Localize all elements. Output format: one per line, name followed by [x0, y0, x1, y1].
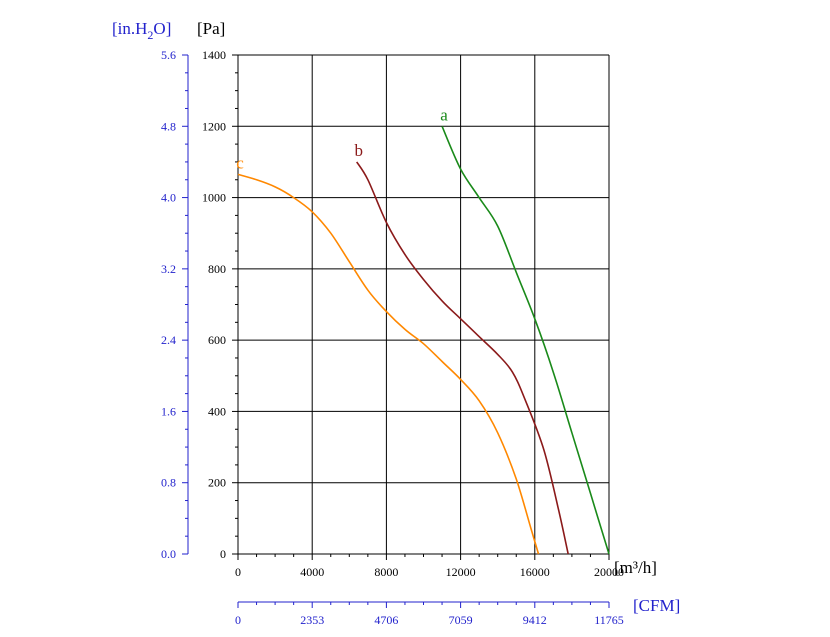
x-m3h-tick-label: 4000	[300, 565, 324, 579]
y-secondary-unit-label: [in.H2O]	[112, 19, 171, 42]
series-c-label: c	[236, 153, 244, 172]
y-inh2o-tick-label: 4.8	[161, 119, 176, 133]
x-m3h-tick-label: 8000	[374, 565, 398, 579]
series-layer: a b c	[236, 105, 610, 555]
y-inh2o-tick-label: 5.6	[161, 48, 176, 62]
x-m3h-tick-label: 20000	[594, 565, 624, 579]
series-a-line	[441, 125, 610, 555]
series-c-line	[237, 173, 540, 555]
x-cfm-tick-label: 11765	[594, 613, 624, 627]
series-b-label: b	[354, 141, 363, 160]
x-cfm-tick-label: 9412	[523, 613, 547, 627]
unit-labels: [in.H2O] [Pa] [m³/h] [CFM]	[112, 19, 680, 615]
series-b-line	[356, 161, 569, 555]
y-pa-tick-label: 200	[208, 476, 226, 490]
x-cfm-tick-label: 4706	[374, 613, 398, 627]
y-axis-pa: 0 200 400 600 800 1000 1200 1400	[202, 48, 238, 561]
x-cfm-tick-label: 0	[235, 613, 241, 627]
y-pa-tick-label: 0	[220, 547, 226, 561]
y-inh2o-tick-label: 0.8	[161, 476, 176, 490]
x-primary-unit-label: [m³/h]	[614, 558, 657, 577]
y-pa-tick-label: 800	[208, 262, 226, 276]
x-cfm-tick-label: 7059	[449, 613, 473, 627]
y-pa-tick-label: 600	[208, 333, 226, 347]
y-pa-tick-label: 1400	[202, 48, 226, 62]
x-secondary-unit-label: [CFM]	[633, 596, 680, 615]
x-m3h-tick-label: 16000	[520, 565, 550, 579]
y-primary-unit-label: [Pa]	[197, 19, 225, 38]
y-inh2o-tick-label: 3.2	[161, 262, 176, 276]
y-inh2o-tick-label: 2.4	[161, 333, 176, 347]
y-inh2o-tick-label: 4.0	[161, 191, 176, 205]
x-axis-m3h: 0 4000 8000 12000 16000 20000	[235, 554, 624, 579]
plot-frame	[237, 55, 609, 555]
grid	[237, 54, 610, 555]
x-m3h-tick-label: 0	[235, 565, 241, 579]
y-inh2o-tick-label: 0.0	[161, 547, 176, 561]
x-cfm-tick-label: 2353	[300, 613, 324, 627]
y-pa-tick-label: 400	[208, 404, 226, 418]
series-a-label: a	[440, 105, 448, 124]
x-m3h-tick-label: 12000	[446, 565, 476, 579]
y-inh2o-tick-label: 1.6	[161, 404, 176, 418]
y-pa-tick-label: 1200	[202, 119, 226, 133]
x-axis-cfm: 0 2353 4706 7059 9412 11765	[235, 601, 624, 627]
y-axis-inh2o: 0.0 0.8 1.6 2.4 3.2 4.0 4.8 5.6	[161, 48, 189, 561]
y-pa-tick-label: 1000	[202, 191, 226, 205]
